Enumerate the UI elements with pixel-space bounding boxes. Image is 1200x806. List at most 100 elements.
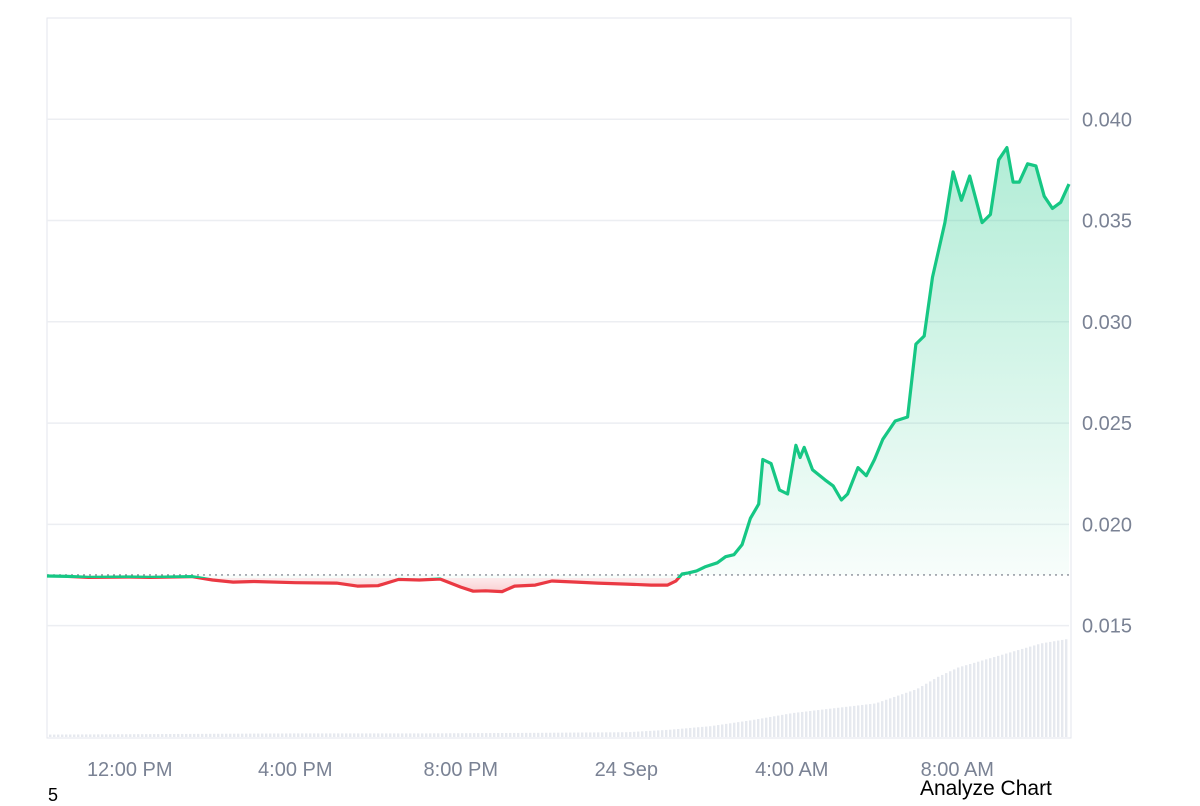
volume-bar [341, 733, 344, 737]
volume-bar [65, 734, 68, 737]
x-tick-label: 8:00 PM [424, 759, 498, 781]
volume-bar [353, 733, 356, 737]
volume-bar [317, 733, 320, 737]
volume-bar [197, 733, 200, 737]
volume-bar [529, 732, 532, 737]
volume-bar [673, 729, 676, 737]
volume-bar [589, 732, 592, 737]
volume-bar [521, 732, 524, 737]
volume-bar [489, 733, 492, 737]
volume-bar [477, 733, 480, 737]
volume-bar [1061, 639, 1064, 737]
price-line-up [46, 146, 1071, 578]
volume-bar [581, 732, 584, 737]
volume-bar [605, 732, 608, 737]
volume-bar [1029, 646, 1032, 737]
volume-bar [177, 733, 180, 737]
volume-bar [889, 698, 892, 737]
volume-bar [1033, 645, 1036, 737]
volume-bar [265, 733, 268, 737]
volume-bar [293, 733, 296, 737]
volume-bar [1049, 641, 1052, 737]
volume-bar [537, 732, 540, 737]
volume-bar [149, 734, 152, 737]
volume-bar [645, 731, 648, 737]
volume-bar [285, 733, 288, 737]
volume-bar [277, 733, 280, 737]
volume-bar [745, 720, 748, 737]
volume-bars [49, 639, 1068, 737]
volume-bar [1057, 640, 1060, 737]
volume-bar [437, 733, 440, 737]
volume-bar [641, 731, 644, 737]
volume-bar [121, 734, 124, 737]
x-tick-label: 4:00 AM [755, 759, 828, 781]
volume-bar [697, 727, 700, 737]
volume-bar [593, 732, 596, 737]
price-lines [46, 146, 1071, 594]
volume-bar [305, 733, 308, 737]
volume-bar [901, 694, 904, 737]
volume-bar [269, 733, 272, 737]
volume-bar [357, 733, 360, 737]
volume-bar [261, 733, 264, 737]
x-tick-label: 24 Sep [595, 759, 658, 781]
volume-bar [993, 657, 996, 737]
volume-bar [741, 721, 744, 737]
volume-bar [961, 666, 964, 737]
volume-bar [813, 710, 816, 737]
volume-bar [57, 734, 60, 737]
volume-bar [657, 730, 660, 737]
volume-bar [469, 733, 472, 737]
volume-bar [689, 727, 692, 737]
volume-bar [181, 733, 184, 737]
volume-bar [349, 733, 352, 737]
volume-bar [413, 733, 416, 737]
analyze-chart-button[interactable]: Analyze Chart [920, 777, 1052, 800]
volume-bar [749, 720, 752, 737]
volume-bar [165, 734, 168, 737]
price-line-down [67, 578, 681, 594]
volume-bar [441, 733, 444, 737]
y-tick-label: 0.015 [1082, 616, 1132, 638]
volume-bar [365, 733, 368, 737]
volume-bar [965, 665, 968, 737]
volume-bar [709, 726, 712, 737]
volume-bar [913, 690, 916, 737]
volume-bar [661, 730, 664, 737]
volume-bar [757, 719, 760, 737]
volume-bar [237, 733, 240, 737]
volume-bar [893, 696, 896, 737]
volume-bar [233, 733, 236, 737]
volume-bar [137, 734, 140, 737]
volume-bar [989, 658, 992, 737]
volume-bar [793, 712, 796, 737]
volume-bar [937, 676, 940, 737]
volume-bar [953, 669, 956, 737]
volume-bar [541, 732, 544, 737]
y-tick-label: 0.020 [1082, 514, 1132, 536]
volume-bar [257, 733, 260, 737]
volume-bar [881, 701, 884, 737]
volume-bar [785, 714, 788, 737]
volume-bar [89, 734, 92, 737]
volume-bar [129, 734, 132, 737]
volume-bar [681, 728, 684, 737]
volume-bar [765, 717, 768, 737]
volume-bar [917, 688, 920, 737]
volume-bar [1045, 642, 1048, 737]
volume-bar [653, 730, 656, 737]
volume-bar [381, 733, 384, 737]
volume-bar [97, 734, 100, 737]
volume-bar [493, 733, 496, 737]
volume-bar [857, 705, 860, 737]
y-tick-label: 0.030 [1082, 312, 1132, 334]
volume-bar [429, 733, 432, 737]
volume-bar [1041, 643, 1044, 737]
volume-bar [773, 716, 776, 737]
volume-bar [173, 733, 176, 737]
volume-bar [245, 733, 248, 737]
volume-bar [849, 706, 852, 737]
volume-bar [905, 692, 908, 737]
volume-bar [801, 711, 804, 737]
